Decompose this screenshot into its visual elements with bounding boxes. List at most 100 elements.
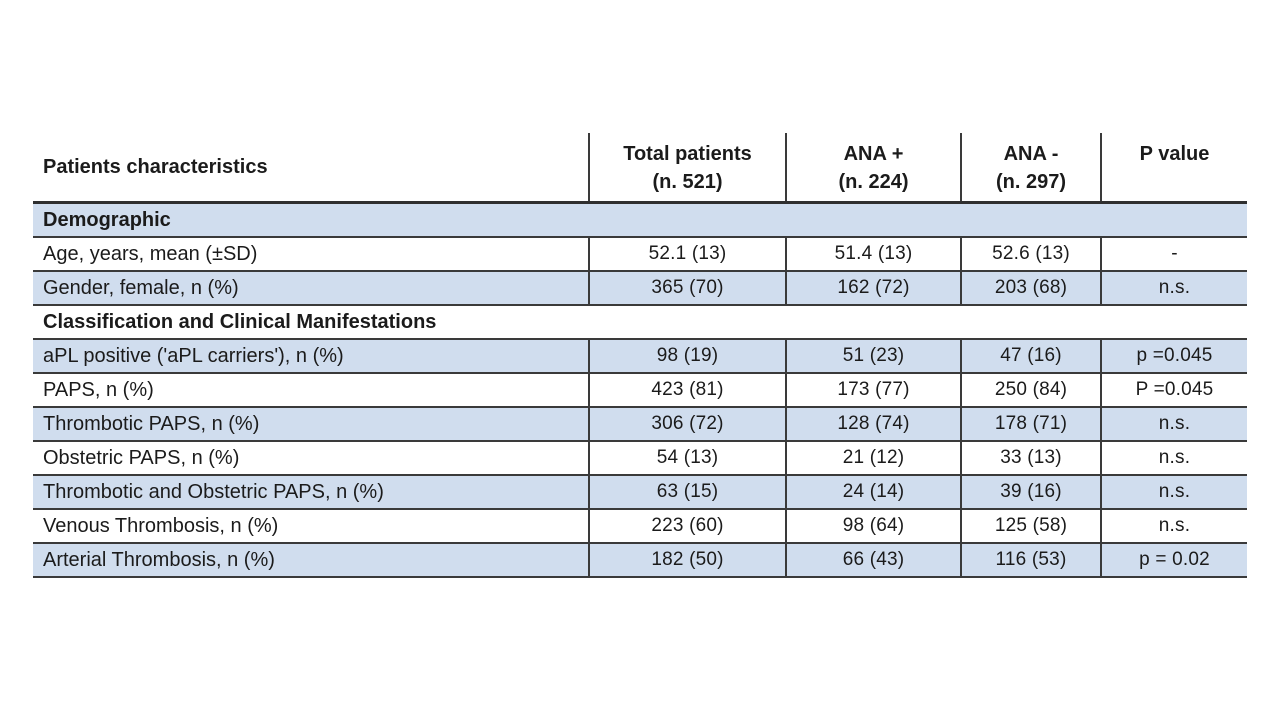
- cell-value: 39 (16): [1000, 481, 1062, 502]
- cell-ana-negative: 203 (68): [962, 272, 1102, 304]
- cell-ana-negative: 52.6 (13): [962, 238, 1102, 270]
- row-label-text: Thrombotic PAPS, n (%): [43, 412, 260, 435]
- cell-value: 128 (74): [837, 413, 910, 434]
- table-row-paps: PAPS, n (%) 423 (81) 173 (77) 250 (84) P…: [33, 374, 1247, 408]
- header-label: P value: [1139, 143, 1210, 165]
- cell-value: 21 (12): [842, 447, 905, 468]
- cell-value: 173 (77): [837, 379, 910, 400]
- cell-p-value: n.s.: [1102, 408, 1247, 440]
- cell-total: 52.1 (13): [590, 238, 787, 270]
- row-label-text: Age, years, mean (±SD): [43, 242, 258, 265]
- cell-ana-positive: 24 (14): [787, 476, 962, 508]
- cell-p-value: p = 0.02: [1102, 544, 1247, 576]
- table-row-arterial-thrombosis: Arterial Thrombosis, n (%) 182 (50) 66 (…: [33, 544, 1247, 578]
- row-label-text: Gender, female, n (%): [43, 276, 239, 299]
- cell-total: 365 (70): [590, 272, 787, 304]
- header-label: Patients characteristics: [43, 156, 268, 178]
- cell-value: 24 (14): [842, 481, 905, 502]
- cell-ana-positive: 128 (74): [787, 408, 962, 440]
- cell-value: 98 (64): [842, 515, 905, 536]
- cell-value: 116 (53): [995, 549, 1067, 570]
- section-title: Classification and Clinical Manifestatio…: [43, 310, 437, 333]
- cell-value: 178 (71): [994, 413, 1068, 434]
- table-row-obstetric-paps: Obstetric PAPS, n (%) 54 (13) 21 (12) 33…: [33, 442, 1247, 476]
- row-label-text: Thrombotic and Obstetric PAPS, n (%): [43, 480, 384, 503]
- cell-value: 63 (15): [656, 481, 719, 502]
- cell-value: 33 (13): [1000, 447, 1062, 468]
- cell-value: P =0.045: [1135, 379, 1214, 400]
- row-label: Thrombotic and Obstetric PAPS, n (%): [33, 476, 590, 508]
- cell-ana-positive: 21 (12): [787, 442, 962, 474]
- cell-value: 51 (23): [842, 345, 905, 366]
- cell-value: n.s.: [1158, 413, 1191, 434]
- cell-total: 423 (81): [590, 374, 787, 406]
- cell-ana-positive: 98 (64): [787, 510, 962, 542]
- header-cell-patients-characteristics: Patients characteristics: [33, 133, 590, 201]
- header-sublabel: (n. 224): [838, 171, 909, 193]
- cell-ana-positive: 162 (72): [787, 272, 962, 304]
- cell-value: 306 (72): [651, 413, 724, 434]
- cell-total: 54 (13): [590, 442, 787, 474]
- cell-value: p =0.045: [1136, 345, 1213, 366]
- cell-total: 63 (15): [590, 476, 787, 508]
- cell-value: n.s.: [1158, 481, 1191, 502]
- cell-value: n.s.: [1158, 277, 1191, 298]
- table-row-venous-thrombosis: Venous Thrombosis, n (%) 223 (60) 98 (64…: [33, 510, 1247, 544]
- cell-p-value: P =0.045: [1102, 374, 1247, 406]
- row-label: Thrombotic PAPS, n (%): [33, 408, 590, 440]
- header-cell-total-patients: Total patients (n. 521): [590, 133, 787, 201]
- cell-value: 51.4 (13): [834, 243, 913, 264]
- section-row-classification: Classification and Clinical Manifestatio…: [33, 306, 1247, 340]
- cell-total: 182 (50): [590, 544, 787, 576]
- header-label: Total patients: [623, 143, 752, 165]
- cell-value: 203 (68): [994, 277, 1068, 298]
- table-header-row: Patients characteristics Total patients …: [33, 133, 1247, 204]
- cell-total: 306 (72): [590, 408, 787, 440]
- row-label: Venous Thrombosis, n (%): [33, 510, 590, 542]
- row-label-text: PAPS, n (%): [43, 378, 154, 401]
- cell-total: 98 (19): [590, 340, 787, 372]
- cell-value: p = 0.02: [1139, 549, 1210, 570]
- cell-value: 250 (84): [994, 379, 1068, 400]
- cell-value: 182 (50): [651, 549, 724, 570]
- row-label: Age, years, mean (±SD): [33, 238, 590, 270]
- cell-value: 54 (13): [656, 447, 719, 468]
- cell-value: n.s.: [1158, 515, 1191, 536]
- cell-ana-negative: 39 (16): [962, 476, 1102, 508]
- cell-p-value: -: [1102, 238, 1247, 270]
- patients-characteristics-table: Patients characteristics Total patients …: [33, 133, 1247, 578]
- row-label-text: Venous Thrombosis, n (%): [43, 514, 279, 537]
- table-row-age: Age, years, mean (±SD) 52.1 (13) 51.4 (1…: [33, 238, 1247, 272]
- cell-value: 223 (60): [651, 515, 724, 536]
- section-title: Demographic: [43, 208, 171, 231]
- cell-value: 52.1 (13): [648, 243, 727, 264]
- header-cell-p-value: P value: [1102, 133, 1247, 201]
- cell-ana-negative: 250 (84): [962, 374, 1102, 406]
- cell-value: 66 (43): [842, 549, 905, 570]
- table-row-thrombotic-obstetric-paps: Thrombotic and Obstetric PAPS, n (%) 63 …: [33, 476, 1247, 510]
- cell-ana-positive: 51 (23): [787, 340, 962, 372]
- header-label: ANA -: [1003, 143, 1059, 165]
- cell-value: 162 (72): [837, 277, 910, 298]
- header-label: ANA +: [843, 143, 904, 165]
- cell-ana-negative: 178 (71): [962, 408, 1102, 440]
- cell-p-value: n.s.: [1102, 442, 1247, 474]
- row-label-text: Obstetric PAPS, n (%): [43, 446, 240, 469]
- table-row-thrombotic-paps: Thrombotic PAPS, n (%) 306 (72) 128 (74)…: [33, 408, 1247, 442]
- cell-value: 365 (70): [651, 277, 724, 298]
- cell-ana-negative: 116 (53): [962, 544, 1102, 576]
- header-sublabel: (n. 297): [995, 171, 1067, 193]
- row-label: PAPS, n (%): [33, 374, 590, 406]
- header-sublabel: (n. 521): [652, 171, 723, 193]
- table-row-apl-positive: aPL positive ('aPL carriers'), n (%) 98 …: [33, 340, 1247, 374]
- cell-value: 52.6 (13): [992, 243, 1070, 264]
- cell-value: 98 (19): [656, 345, 719, 366]
- cell-ana-negative: 33 (13): [962, 442, 1102, 474]
- cell-ana-positive: 51.4 (13): [787, 238, 962, 270]
- row-label-text: aPL positive ('aPL carriers'), n (%): [43, 344, 344, 367]
- section-row-demographic: Demographic: [33, 204, 1247, 238]
- cell-ana-negative: 47 (16): [962, 340, 1102, 372]
- cell-p-value: p =0.045: [1102, 340, 1247, 372]
- cell-ana-negative: 125 (58): [962, 510, 1102, 542]
- header-cell-ana-positive: ANA + (n. 224): [787, 133, 962, 201]
